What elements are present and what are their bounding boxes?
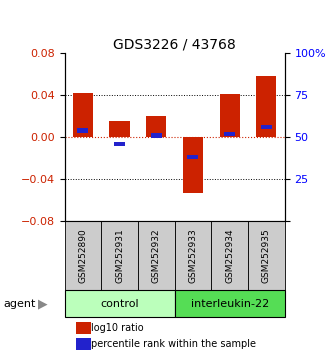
Text: agent: agent [3,298,36,309]
Bar [75,338,91,349]
Bar [224,132,235,136]
Bar [65,221,101,290]
Bar [77,129,88,132]
Bar [211,221,248,290]
Bar [151,133,162,138]
Bar [73,93,93,137]
Bar [261,125,272,129]
Bar [174,221,211,290]
Bar [174,290,285,317]
Text: GSM252931: GSM252931 [115,228,124,283]
Bar [110,121,130,137]
Bar [248,221,285,290]
Text: GSM252933: GSM252933 [188,228,198,283]
Text: percentile rank within the sample: percentile rank within the sample [91,338,256,349]
Text: control: control [100,298,139,309]
Bar [114,142,125,146]
Bar [75,322,91,333]
Bar [146,116,166,137]
Text: GSM252932: GSM252932 [152,228,161,283]
Bar [138,221,174,290]
Text: GSM252935: GSM252935 [262,228,271,283]
Bar [187,155,199,159]
Text: log10 ratio: log10 ratio [91,322,144,333]
Title: GDS3226 / 43768: GDS3226 / 43768 [113,38,236,52]
Text: GSM252934: GSM252934 [225,228,234,283]
Text: ▶: ▶ [38,297,48,310]
Text: GSM252890: GSM252890 [78,228,87,283]
Text: interleukin-22: interleukin-22 [191,298,269,309]
Bar [256,76,276,137]
Bar [101,221,138,290]
Bar [219,94,240,137]
Bar [183,137,203,193]
Bar [65,290,174,317]
